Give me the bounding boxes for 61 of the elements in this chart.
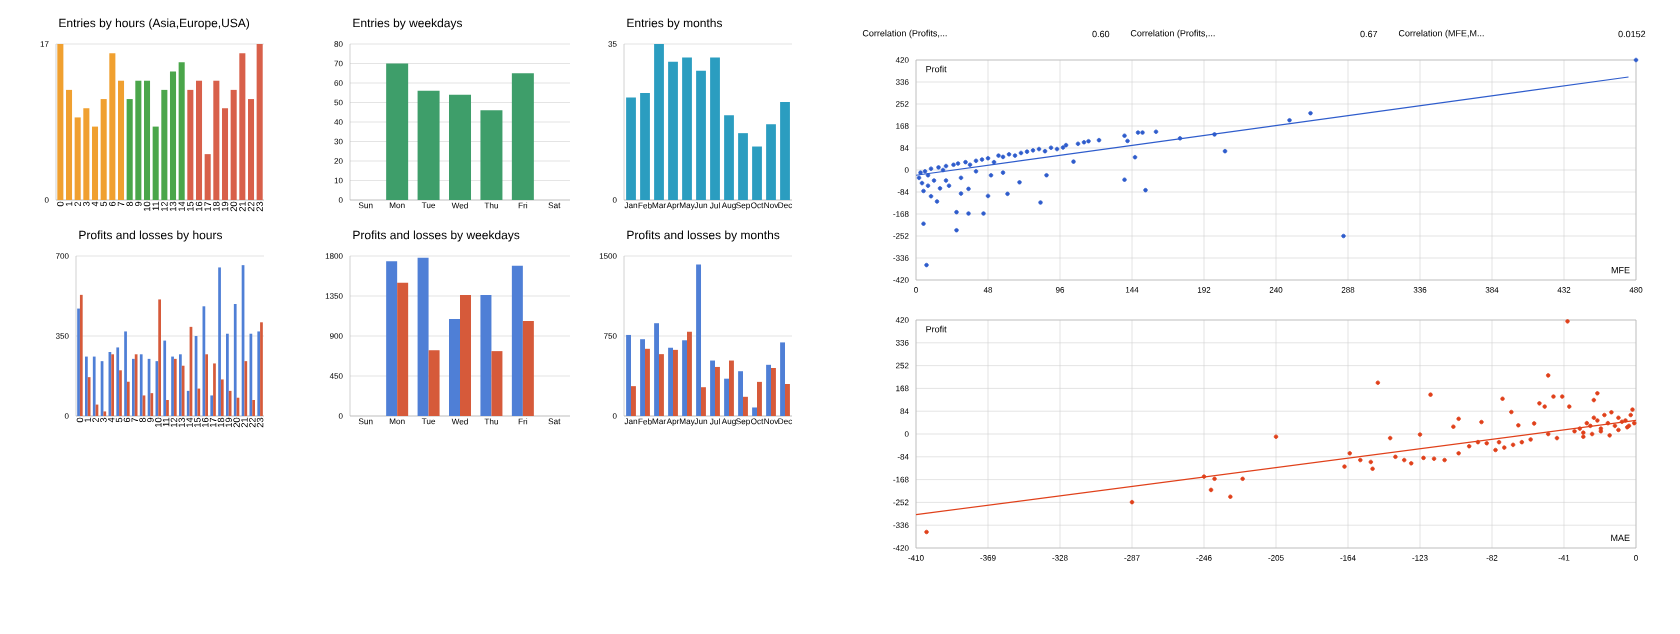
bar <box>449 94 472 201</box>
bar <box>187 89 194 201</box>
bar <box>757 381 762 417</box>
bar <box>766 124 776 200</box>
bar <box>480 295 492 417</box>
bar <box>738 371 744 417</box>
bar <box>780 342 786 417</box>
bar <box>522 320 534 417</box>
bar <box>785 384 790 417</box>
bar <box>640 93 650 200</box>
bar <box>724 115 734 200</box>
bar <box>417 257 429 417</box>
bar <box>511 73 534 201</box>
bar <box>780 101 790 200</box>
bar <box>673 349 678 417</box>
bar <box>631 386 636 417</box>
bar <box>491 351 503 417</box>
bar <box>256 44 263 201</box>
bar <box>654 323 660 417</box>
bar <box>480 110 503 201</box>
bar <box>239 53 246 201</box>
bar <box>701 387 706 417</box>
bar <box>640 339 646 417</box>
bar <box>386 63 409 201</box>
bar <box>696 70 706 200</box>
bar <box>668 61 678 200</box>
bar <box>682 57 692 200</box>
bar <box>460 295 472 417</box>
bar <box>109 53 116 201</box>
bar <box>386 261 398 417</box>
bar <box>738 133 748 200</box>
bar <box>645 348 650 417</box>
bar <box>710 360 716 417</box>
bar <box>213 80 220 201</box>
bar <box>511 265 523 417</box>
bar <box>135 80 142 201</box>
bar <box>743 396 748 417</box>
bar <box>724 378 730 417</box>
bar <box>715 366 720 417</box>
bar <box>729 360 734 417</box>
bar <box>626 97 636 200</box>
bar <box>626 334 632 417</box>
bar <box>696 264 702 417</box>
bar <box>687 331 692 417</box>
bar <box>752 146 762 200</box>
bar <box>178 62 185 201</box>
bar <box>659 354 664 417</box>
bar <box>654 44 664 200</box>
bar <box>682 340 688 417</box>
bar <box>766 364 772 417</box>
bar <box>752 407 758 417</box>
bar <box>771 368 776 417</box>
bar <box>428 350 440 417</box>
bar <box>83 108 90 201</box>
bar <box>449 319 461 417</box>
bar <box>710 57 720 200</box>
bar <box>143 80 151 201</box>
bar <box>417 90 440 201</box>
bar <box>397 282 409 417</box>
bar <box>668 347 674 417</box>
bar <box>195 80 203 201</box>
